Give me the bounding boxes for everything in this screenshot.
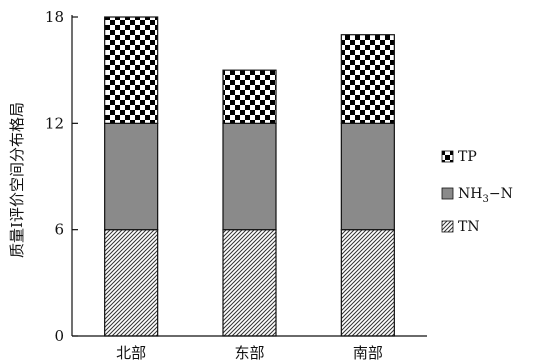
legend-label-nh3n-suffix: −N <box>489 186 513 202</box>
x-tick-label-2: 南部 <box>353 344 383 362</box>
y-tick-label-1: 6 <box>54 221 64 239</box>
legend-swatch-tn <box>441 220 454 233</box>
y-axis-label: 质量I评价空间分布格局 <box>8 102 26 258</box>
legend-item-nh3n: NH3−N <box>441 186 513 205</box>
bar-segment-tp-0 <box>104 16 159 124</box>
legend-label-tn: TN <box>458 219 480 235</box>
bar-segment-nh3n-0 <box>104 122 159 231</box>
bar-segment-tp-2 <box>340 34 395 124</box>
bar-segment-tn-2 <box>340 229 395 337</box>
bar-segment-tn-1 <box>222 229 277 337</box>
x-tick-label-1: 东部 <box>234 344 264 362</box>
x-tick-label-0: 北部 <box>116 344 146 362</box>
bar-segment-nh3n-1 <box>222 122 277 231</box>
legend-item-tp: TP <box>441 149 477 165</box>
bars-layer <box>104 16 395 337</box>
legend-label-tp: TP <box>458 149 477 165</box>
legend-label-nh3n: NH3−N <box>458 186 513 205</box>
y-tick-label-2: 12 <box>45 114 64 132</box>
legend-item-tn: TN <box>441 219 480 235</box>
y-tick-label-0: 0 <box>54 327 64 345</box>
legend-swatch-tp <box>441 150 454 163</box>
bar-segment-tn-0 <box>104 229 159 337</box>
legend-label-nh3n-subscript: 3 <box>482 194 488 205</box>
bar-segment-nh3n-2 <box>340 122 395 231</box>
legend: TP NH3−N TN <box>441 149 513 235</box>
legend-label-nh3n-prefix: NH <box>458 186 482 202</box>
bar-segment-tp-1 <box>222 69 277 124</box>
legend-swatch-nh3n <box>441 187 454 200</box>
y-tick-label-3: 18 <box>45 8 64 26</box>
axes-layer: 北部 东部 南部 0 6 12 18 <box>45 8 427 362</box>
